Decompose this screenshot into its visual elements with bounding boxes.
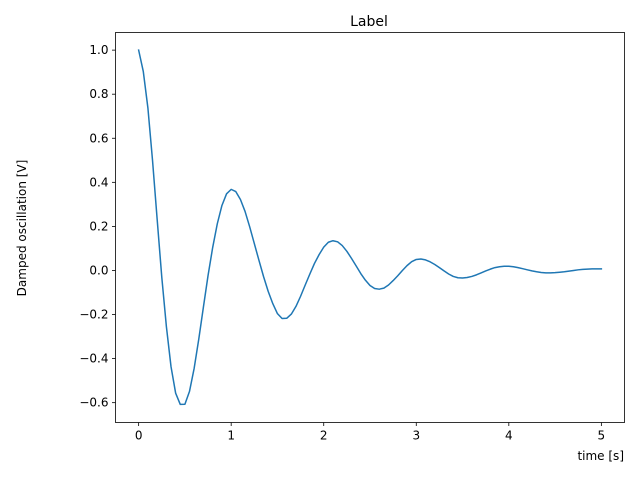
y-tick-label: 0.0: [89, 263, 108, 277]
x-tick-label: 1: [227, 429, 235, 443]
chart-title: Label: [350, 14, 388, 30]
series-line-0: [137, 49, 603, 406]
x-tick-label: 0: [135, 429, 143, 443]
y-tick-label: 0.2: [89, 219, 108, 233]
y-tick-label: −0.2: [79, 308, 108, 322]
y-tick-label: 1.0: [89, 43, 108, 57]
y-tick-label: 0.8: [89, 87, 108, 101]
x-tick-label: 5: [598, 429, 606, 443]
y-axis: −0.6 −0.4 −0.2 0.0 0.2 0.4 0.6 0.8 1.0: [79, 43, 116, 410]
x-axis: 0 1 2 3 4 5: [135, 422, 606, 443]
y-tick-label: −0.6: [79, 396, 108, 410]
x-tick-label: 3: [412, 429, 420, 443]
x-axis-label: time [s]: [577, 449, 624, 463]
y-tick-label: 0.6: [89, 131, 108, 145]
y-tick-label: −0.4: [79, 352, 108, 366]
x-tick-label: 2: [320, 429, 328, 443]
plot-frame: [115, 32, 625, 423]
y-axis-label: Damped oscillation [V]: [15, 160, 29, 297]
y-tick-label: 0.4: [89, 175, 108, 189]
x-tick-label: 4: [505, 429, 513, 443]
plot-area: [137, 49, 603, 406]
